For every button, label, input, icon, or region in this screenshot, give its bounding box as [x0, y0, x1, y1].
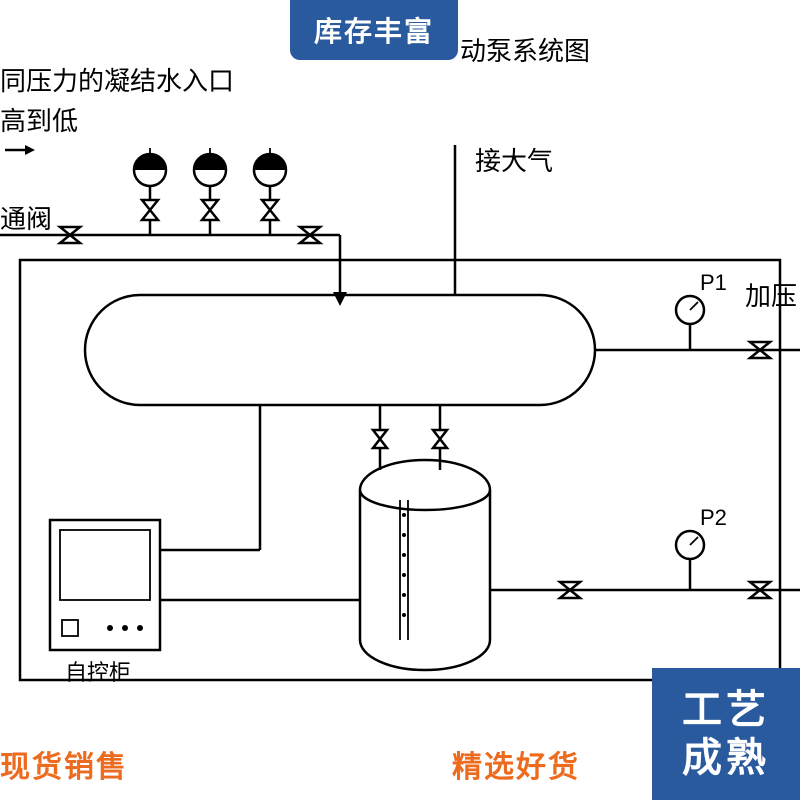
- control-cabinet-label: 自控柜: [65, 660, 131, 685]
- control-cabinet: [50, 520, 160, 650]
- process-badge-line1: 工艺: [682, 688, 770, 732]
- inlet-text-2: 高到低: [0, 106, 78, 136]
- process-badge: 工艺 成熟: [652, 668, 800, 800]
- atmosphere-label: 接大气: [475, 146, 553, 176]
- p2-label: P2: [700, 505, 727, 530]
- through-valve-label: 通阀: [0, 204, 52, 234]
- p1-label: P1: [700, 270, 727, 295]
- diagram-title: 动泵系统图: [460, 36, 590, 66]
- inlet-drop-3: [262, 186, 278, 235]
- inlet-drop-1: [142, 186, 158, 235]
- horizontal-vessel: [85, 295, 595, 405]
- pressurize-label: 加压: [745, 281, 797, 311]
- caption-right: 精选好货: [452, 742, 580, 786]
- vertical-vessel: [360, 460, 490, 670]
- stock-badge: 库存丰富: [290, 0, 458, 60]
- inlet-orb-3: [254, 148, 286, 186]
- process-badge-line2: 成熟: [682, 736, 770, 780]
- inlet-text-1: 同压力的凝结水入口: [0, 66, 234, 96]
- inlet-orb-1: [134, 148, 166, 186]
- inlet-orb-2: [194, 148, 226, 186]
- caption-left: 现货销售: [0, 742, 128, 786]
- inlet-drop-2: [202, 186, 218, 235]
